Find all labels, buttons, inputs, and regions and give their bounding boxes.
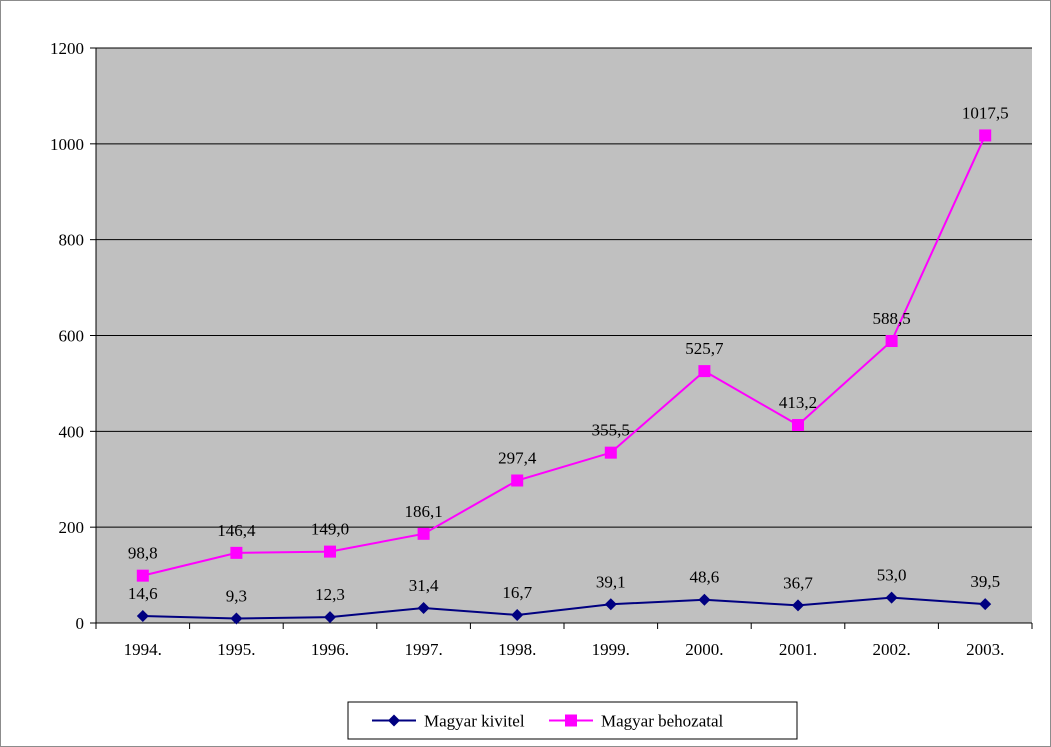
data-label: 31,4: [409, 576, 439, 595]
series-magyar-behozatal: [136, 129, 992, 582]
series-magyar-kivitel: [136, 591, 992, 625]
legend: Magyar kivitel Magyar behozatal: [347, 701, 798, 740]
data-label: 297,4: [498, 448, 537, 467]
data-label: 588,5: [872, 309, 910, 328]
data-label: 1017,5: [962, 103, 1009, 122]
x-tick-label: 2001.: [779, 640, 817, 659]
magyar-kivitel-marker: [792, 599, 804, 612]
x-tick-label: 1998.: [498, 640, 536, 659]
legend-marker: [388, 714, 400, 727]
magyar-kivitel-marker: [324, 611, 336, 624]
magyar-behozatal-marker: [136, 569, 149, 582]
magyar-kivitel-marker: [230, 612, 243, 625]
y-tick-label: 0: [76, 614, 85, 633]
magyar-kivitel-marker: [885, 591, 898, 604]
magyar-behozatal-marker: [979, 129, 992, 142]
magyar-behozatal-marker: [604, 446, 617, 459]
x-tick-label: 1999.: [592, 640, 630, 659]
data-label: 36,7: [783, 573, 813, 592]
legend-entry-magyar-behozatal: Magyar behozatal: [549, 712, 724, 731]
y-tick-label: 1200: [50, 39, 84, 58]
data-label: 48,6: [690, 568, 720, 587]
legend-marker: [565, 714, 577, 727]
magyar-behozatal-marker: [698, 365, 711, 378]
x-tick-label: 2002.: [872, 640, 910, 659]
data-label: 149,0: [311, 520, 349, 539]
magyar-kivitel-marker: [511, 608, 524, 621]
magyar-kivitel-marker: [604, 598, 617, 611]
x-tick-label: 1995.: [217, 640, 255, 659]
magyar-behozatal-line: [142, 135, 987, 577]
data-label: 413,2: [779, 393, 817, 412]
y-axis-ticks: 0 200 400 600 800 1000 1200: [50, 39, 96, 633]
legend-label: Magyar behozatal: [601, 712, 724, 731]
gridlines: [96, 47, 1032, 528]
magyar-behozatal-marker: [417, 527, 430, 540]
magyar-behozatal-marker: [511, 474, 524, 487]
data-label: 12,3: [315, 585, 345, 604]
data-label: 9,3: [226, 587, 247, 606]
data-label: 525,7: [685, 339, 724, 358]
data-label: 16,7: [502, 583, 532, 602]
magyar-kivitel-marker: [979, 598, 992, 611]
x-tick-label: 2003.: [966, 640, 1004, 659]
y-tick-label: 800: [59, 231, 85, 250]
data-label: 53,0: [877, 566, 907, 585]
magyar-kivitel-line: [142, 596, 986, 620]
x-axis-ticks: 1994. 1995. 1996. 1997. 1998. 1999. 2000. 2001.…: [95, 623, 1033, 659]
data-labels: 14,6 9,3 12,3 31,4 16,7 39,1 48,6 36,7 53,0 39,5 9…: [128, 103, 1009, 605]
x-tick-label: 1996.: [311, 640, 349, 659]
magyar-behozatal-marker: [324, 545, 336, 558]
data-label: 39,5: [970, 572, 1000, 591]
data-label: 14,6: [128, 584, 158, 603]
magyar-behozatal-marker: [885, 335, 898, 348]
x-tick-label: 2000.: [685, 640, 723, 659]
magyar-kivitel-marker: [136, 610, 149, 623]
series-layer: [136, 129, 992, 625]
x-tick-label: 1994.: [124, 640, 162, 659]
y-tick-label: 200: [59, 518, 85, 537]
y-tick-label: 1000: [50, 135, 84, 154]
data-label: 98,8: [128, 544, 158, 563]
magyar-behozatal-marker: [230, 546, 243, 559]
magyar-behozatal-marker: [792, 419, 804, 432]
y-tick-label: 600: [59, 327, 85, 346]
legend-label: Magyar kivitel: [424, 712, 525, 731]
legend-entry-magyar-kivitel: Magyar kivitel: [372, 712, 525, 731]
x-tick-label: 1997.: [404, 640, 442, 659]
magyar-kivitel-marker: [698, 593, 711, 606]
y-tick-label: 400: [59, 422, 85, 441]
data-label: 186,1: [404, 502, 442, 521]
magyar-kivitel-marker: [417, 601, 430, 614]
data-label: 355,5: [592, 421, 630, 440]
data-label: 146,4: [217, 521, 256, 540]
data-label: 39,1: [596, 572, 626, 591]
